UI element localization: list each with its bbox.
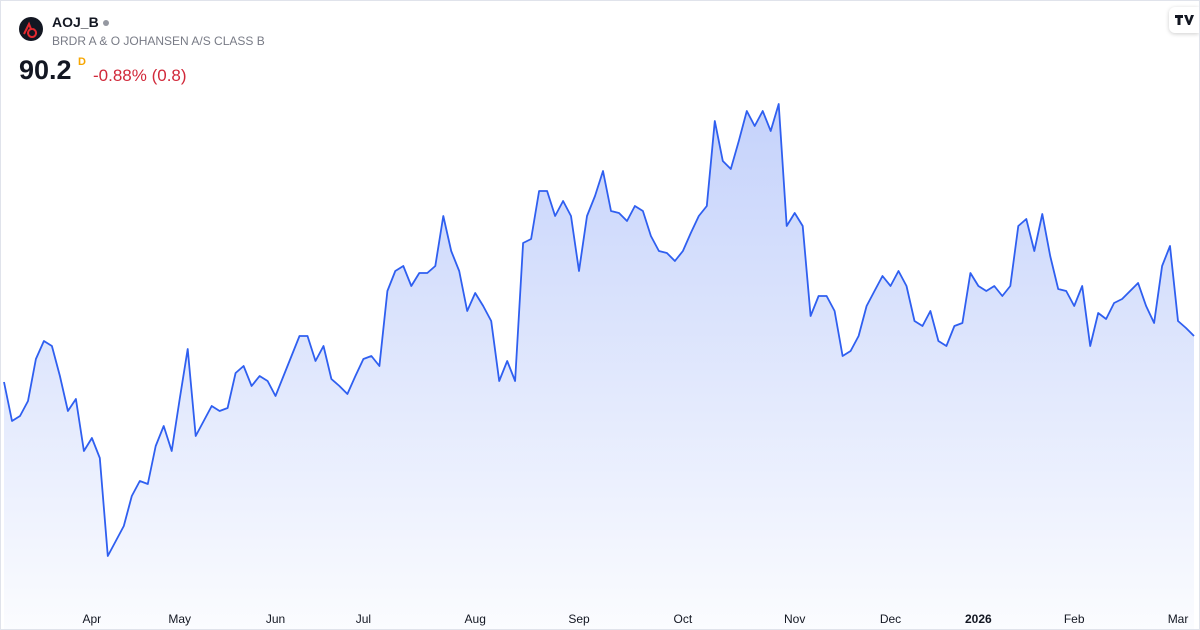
x-tick-label: Jul <box>356 612 371 626</box>
tv-logo[interactable] <box>1169 7 1199 33</box>
x-tick-label: Nov <box>784 612 805 626</box>
x-tick-label: Jun <box>266 612 285 626</box>
x-tick-label: Dec <box>880 612 901 626</box>
x-tick-label: Feb <box>1064 612 1085 626</box>
x-tick-label: Aug <box>465 612 486 626</box>
symbol-text: AOJ_B <box>52 14 99 30</box>
x-tick-label: Oct <box>674 612 693 626</box>
interval: D <box>78 56 86 68</box>
x-tick-label: Sep <box>568 612 590 626</box>
symbol: AOJ_B <box>52 14 109 30</box>
x-tick-label: May <box>168 612 191 626</box>
change: -0.88% (0.8) <box>93 66 187 85</box>
x-tick-label: 2026 <box>965 612 992 626</box>
logo <box>19 17 43 41</box>
x-tick-label: Apr <box>83 612 102 626</box>
x-tick-label: Mar <box>1168 612 1189 626</box>
price-line <box>3 103 1195 557</box>
price: 90.2 <box>19 55 72 85</box>
area-fill <box>4 104 1194 629</box>
company-name: BRDR A & O JOHANSEN A/S CLASS B <box>52 34 265 48</box>
